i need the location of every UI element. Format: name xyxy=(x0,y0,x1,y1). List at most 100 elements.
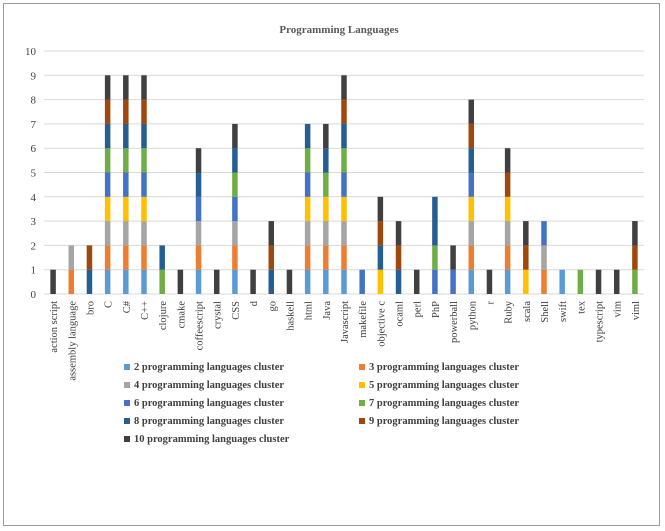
bar-segment xyxy=(68,269,75,294)
bar-segment xyxy=(159,245,165,270)
bar-segment xyxy=(86,269,93,294)
bar-segment xyxy=(613,269,620,294)
bar-segment xyxy=(359,269,365,294)
x-category-label: Javascript xyxy=(340,301,351,343)
y-tick-label: 9 xyxy=(31,70,37,82)
bar-segment xyxy=(195,269,202,294)
bar-segment xyxy=(141,269,147,294)
bar-segment xyxy=(504,245,511,270)
bar-segment xyxy=(232,148,238,173)
bar-segment xyxy=(304,172,311,197)
x-category-label: cmake xyxy=(176,301,187,329)
bar-segment xyxy=(268,269,275,294)
bar-segment xyxy=(104,196,111,222)
bar-segment xyxy=(141,196,147,222)
x-category-label: coffeescript xyxy=(195,301,206,350)
x-category-label: C xyxy=(104,301,115,308)
bar-segment xyxy=(468,245,475,270)
bar-segment xyxy=(595,269,602,294)
chart-title: Programming Languages xyxy=(279,24,399,36)
bar-segment xyxy=(504,148,511,173)
x-category-label: swift xyxy=(558,301,569,322)
x-category-label: makefile xyxy=(358,301,369,338)
bar-segment xyxy=(141,172,147,197)
bar-segment xyxy=(523,221,529,246)
bar-segment xyxy=(177,269,184,294)
bar-segment xyxy=(323,269,329,294)
bar-segment xyxy=(341,221,347,246)
bar-segment xyxy=(504,269,511,294)
bar-segment xyxy=(632,269,638,294)
bar-segment xyxy=(123,269,129,294)
bar-segment xyxy=(195,221,202,246)
bar-segment xyxy=(104,269,111,294)
bar-segment xyxy=(577,269,584,294)
x-category-label: scala xyxy=(522,301,533,322)
bar-segment xyxy=(104,221,111,246)
bar-segment xyxy=(268,221,275,246)
bar-segment xyxy=(323,172,329,197)
bar-segment xyxy=(377,245,384,270)
x-category-label: tex xyxy=(576,300,587,314)
x-category-label: go xyxy=(267,301,278,312)
bar-segment xyxy=(304,148,311,173)
bar-segment xyxy=(123,196,129,222)
bar-segment xyxy=(304,221,311,246)
x-category-label: Shell xyxy=(540,301,551,323)
bar-segment xyxy=(123,172,129,197)
bar-segment xyxy=(432,245,438,270)
bar-segment xyxy=(104,99,111,124)
bar-segment xyxy=(104,75,111,100)
legend-label: 3 programming languages cluster xyxy=(369,362,519,373)
bar-segment xyxy=(250,269,256,294)
bar-segment xyxy=(141,245,147,270)
bar-segment xyxy=(195,148,202,173)
legend-label: 10 programming languages cluster xyxy=(134,434,290,445)
bar-segment xyxy=(413,269,420,294)
bar-segment xyxy=(195,172,202,197)
x-axis-categories: action script assembly language bro C C# C++ c… xyxy=(49,300,642,380)
bar-segment xyxy=(341,99,347,124)
legend-label: 4 programming languages cluster xyxy=(134,380,284,391)
bar-segment xyxy=(195,196,202,222)
bar-segment xyxy=(232,245,238,270)
bar-segment xyxy=(468,269,475,294)
legend-swatch xyxy=(359,382,365,388)
x-category-label: clojure xyxy=(158,301,169,330)
legend-swatch xyxy=(124,364,130,370)
bar-segment xyxy=(468,172,475,197)
y-axis-ticks: 0 1 2 3 4 5 6 7 8 9 10 xyxy=(25,46,37,301)
bar-segment xyxy=(432,269,438,294)
x-category-label: CSS xyxy=(231,301,242,320)
chart-frame: Programming Languages 0 1 2 3 4 5 6 7 8 9 10 actio… xyxy=(3,3,660,526)
bar-segment xyxy=(141,75,147,100)
x-category-label: html xyxy=(304,301,315,320)
bar-segment xyxy=(323,245,329,270)
bars xyxy=(50,75,638,294)
bar-segment xyxy=(632,245,638,270)
x-category-label: haskell xyxy=(285,301,296,331)
bar-segment xyxy=(68,245,75,270)
x-category-label: C# xyxy=(122,300,133,313)
legend-label: 5 programming languages cluster xyxy=(369,380,519,391)
bar-segment xyxy=(341,172,347,197)
y-tick-label: 3 xyxy=(31,216,37,228)
bar-segment xyxy=(504,172,511,197)
legend-label: 9 programming languages cluster xyxy=(369,416,519,427)
bar-segment xyxy=(86,245,93,270)
x-category-label: bro xyxy=(85,301,96,315)
bar-segment xyxy=(541,245,547,270)
bar-segment xyxy=(323,123,329,149)
y-tick-label: 10 xyxy=(25,46,37,58)
y-tick-label: 8 xyxy=(31,95,37,107)
x-category-label: perl xyxy=(413,301,424,317)
x-category-label: r xyxy=(485,301,496,305)
bar-segment xyxy=(395,221,402,246)
bar-segment xyxy=(232,196,238,222)
y-tick-label: 6 xyxy=(31,143,37,155)
bar-segment xyxy=(232,172,238,197)
legend-label: 7 programming languages cluster xyxy=(369,398,519,409)
bar-segment xyxy=(123,123,129,149)
legend-label: 6 programming languages cluster xyxy=(134,398,284,409)
bar-segment xyxy=(104,245,111,270)
